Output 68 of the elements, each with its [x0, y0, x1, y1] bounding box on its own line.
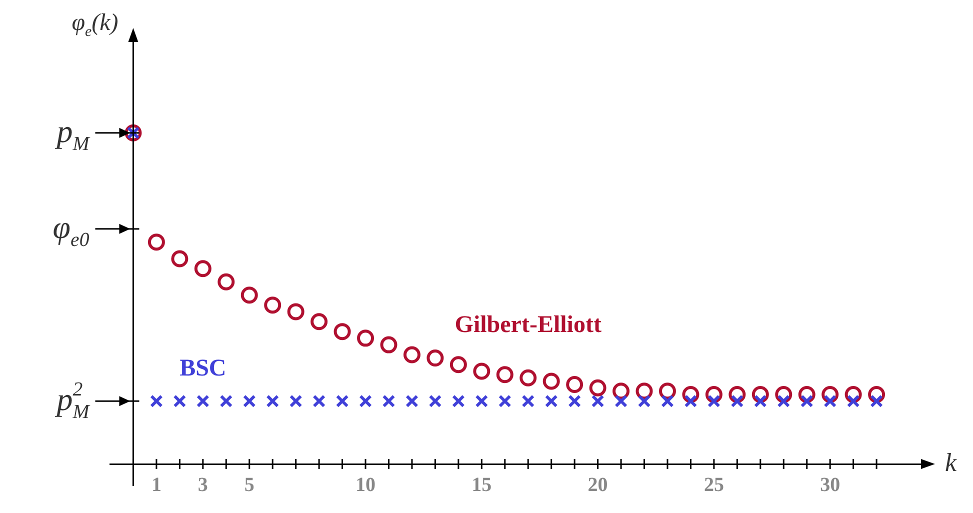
point	[194, 260, 212, 278]
point	[520, 369, 537, 386]
point	[844, 386, 862, 403]
point	[240, 286, 258, 304]
x-tick-label: 30	[820, 474, 840, 496]
point	[287, 303, 304, 320]
point	[289, 394, 302, 408]
series-label: Gilbert-Elliott	[454, 312, 602, 338]
point	[336, 394, 349, 408]
point	[382, 394, 396, 408]
point	[591, 394, 604, 408]
point	[544, 394, 558, 408]
point	[266, 394, 280, 408]
point	[730, 394, 744, 408]
point	[542, 372, 560, 390]
point	[638, 394, 651, 408]
point	[428, 394, 442, 408]
point	[148, 234, 165, 251]
point	[800, 394, 814, 408]
point	[406, 394, 418, 408]
point	[682, 386, 700, 403]
point	[403, 346, 420, 364]
point	[870, 394, 883, 408]
point	[218, 273, 235, 290]
point	[473, 362, 490, 380]
point	[846, 394, 860, 408]
point	[310, 313, 328, 330]
series-label: BSC	[180, 355, 226, 382]
point	[452, 394, 465, 408]
point	[754, 394, 767, 408]
point	[614, 394, 628, 408]
point	[568, 394, 582, 408]
x-tick-label: 10	[356, 474, 376, 496]
point	[173, 394, 186, 408]
point	[522, 394, 535, 408]
x-tick-label: 3	[198, 474, 208, 496]
point	[707, 394, 720, 408]
point	[242, 394, 256, 408]
x-tick-label: 5	[244, 474, 254, 496]
point	[684, 394, 698, 408]
point	[312, 394, 326, 408]
point	[220, 394, 233, 408]
point	[426, 350, 444, 367]
point	[728, 386, 746, 403]
point	[661, 394, 674, 408]
x-tick-label: 25	[704, 474, 724, 496]
point	[150, 394, 163, 408]
point	[496, 366, 514, 384]
point	[359, 394, 372, 408]
point	[334, 323, 351, 340]
point	[498, 394, 512, 408]
point	[777, 394, 790, 408]
point	[775, 386, 792, 403]
point	[357, 330, 374, 347]
point	[475, 394, 488, 408]
point	[264, 296, 282, 314]
point	[589, 379, 606, 396]
x-tick-label: 20	[588, 474, 608, 496]
point	[196, 394, 210, 408]
point	[171, 250, 188, 268]
point	[824, 394, 837, 408]
x-tick-label: 15	[472, 474, 492, 496]
x-tick-label: 1	[151, 474, 162, 496]
point	[798, 386, 816, 403]
point	[450, 356, 467, 374]
x-axis-title: k	[945, 448, 957, 477]
point	[380, 336, 398, 354]
point	[566, 376, 584, 394]
